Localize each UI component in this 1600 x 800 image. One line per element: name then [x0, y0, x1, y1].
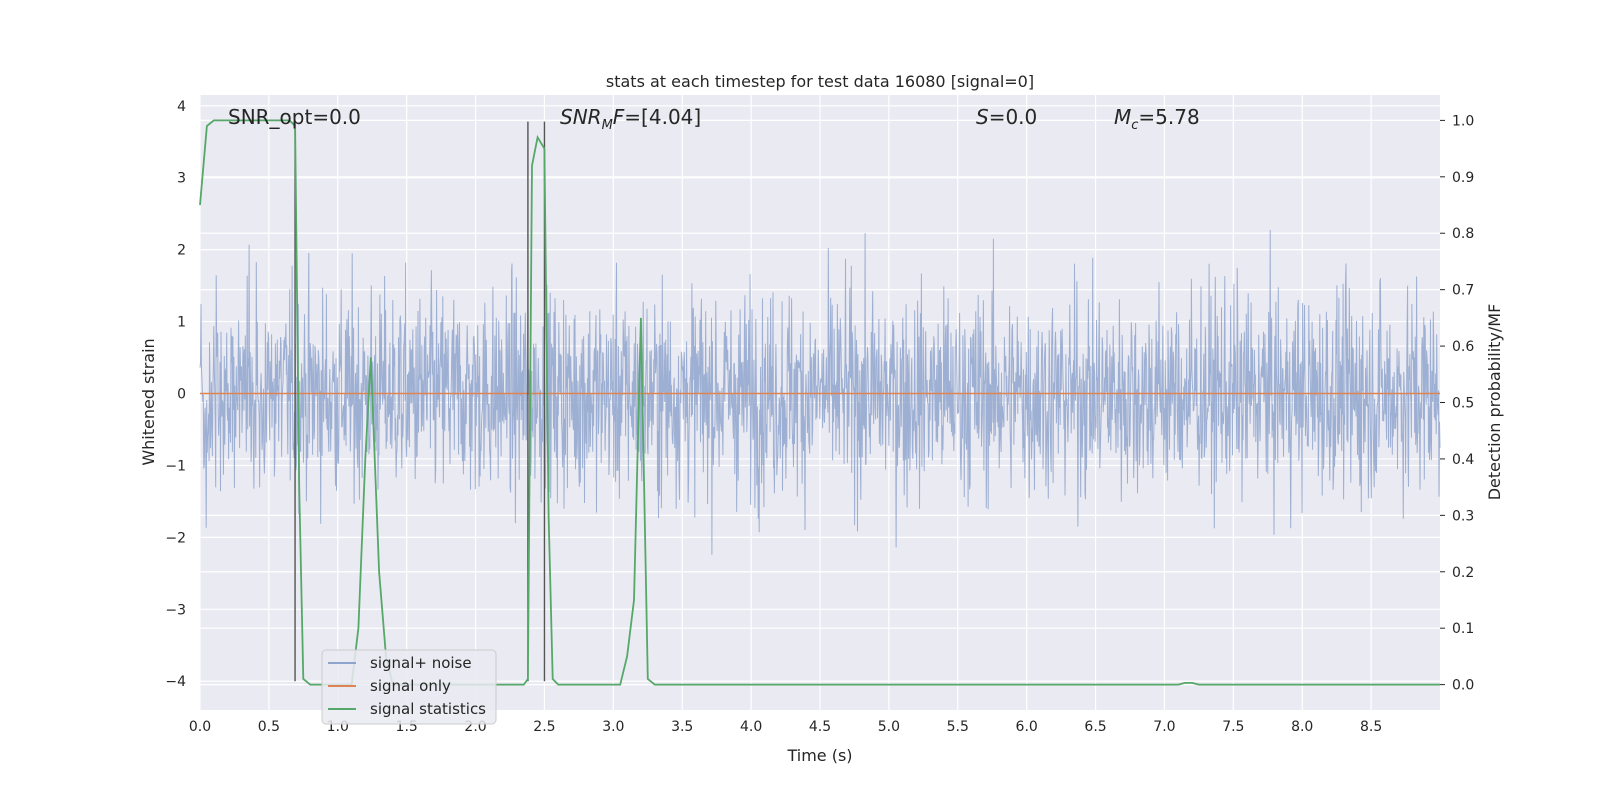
y2-tick-label: 0.6	[1452, 339, 1474, 355]
x-tick-label: 3.5	[671, 719, 693, 735]
y-tick-label: 3	[177, 171, 186, 187]
annotation-snr-opt: SNR_opt=0.0	[228, 105, 361, 129]
y-tick-label: −3	[165, 602, 186, 618]
y-axis-label: Whitened strain	[139, 338, 158, 465]
annotations: SNR_opt=0.0 SNRMF=[4.04] S=0.0 Mc=5.78	[228, 105, 1200, 133]
x-tick-label: 4.0	[740, 719, 762, 735]
y-tick-label: 4	[177, 99, 186, 115]
y2-tick-label: 0.3	[1452, 508, 1474, 524]
x-tick-label: 7.0	[1153, 719, 1175, 735]
y2-tick-label: 0.9	[1452, 170, 1474, 186]
y2-tick-label: 0.5	[1452, 396, 1474, 412]
chart-title: stats at each timestep for test data 160…	[606, 72, 1034, 91]
x-tick-label: 5.5	[947, 719, 969, 735]
y2-axis-ticks: 0.0 0.1 0.2 0.3 0.4 0.5 0.6 0.7 0.8 0.9 1.0	[1440, 113, 1474, 694]
y-tick-label: −1	[165, 458, 186, 474]
y-axis-ticks: −4 −3 −2 −1 0 1 2 3 4	[165, 99, 186, 690]
y-tick-label: −4	[165, 674, 186, 690]
y2-tick-label: 0.2	[1452, 565, 1474, 581]
x-tick-label: 2.5	[533, 719, 555, 735]
y2-tick-label: 0.7	[1452, 283, 1474, 299]
y2-tick-label: 0.8	[1452, 226, 1474, 242]
x-tick-label: 4.5	[809, 719, 831, 735]
x-tick-label: 8.0	[1291, 719, 1313, 735]
x-tick-label: 8.5	[1360, 719, 1382, 735]
annotation-snr-mf: SNRMF=[4.04]	[560, 105, 701, 133]
legend-label-noise: signal+ noise	[370, 654, 472, 672]
y-tick-label: 0	[177, 387, 186, 403]
x-tick-label: 3.0	[602, 719, 624, 735]
legend: signal+ noise signal only signal statist…	[321, 649, 497, 725]
x-tick-label: 5.0	[878, 719, 900, 735]
x-tick-label: 6.0	[1016, 719, 1038, 735]
x-tick-label: 0.5	[258, 719, 280, 735]
signal-statistics-line	[199, 119, 1440, 686]
y-tick-label: 2	[177, 243, 186, 259]
x-tick-label: 7.5	[1222, 719, 1244, 735]
x-tick-label: 6.5	[1084, 719, 1106, 735]
line-series	[199, 119, 1440, 686]
annotation-mc: Mc=5.78	[1114, 105, 1200, 133]
y2-axis-label: Detection probability/MF	[1485, 304, 1504, 501]
x-axis-ticks: 0.0 0.5 1.0 1.5 2.0 2.5 3.0 3.5 4.0 4.5 5.0 5.5 6.0 6…	[189, 719, 1382, 735]
y2-tick-label: 1.0	[1452, 113, 1474, 129]
legend-label-stats: signal statistics	[370, 700, 486, 718]
y2-tick-label: 0.1	[1452, 621, 1474, 637]
annotation-s: S=0.0	[976, 105, 1037, 129]
y2-tick-label: 0.4	[1452, 452, 1474, 468]
y-tick-label: 1	[177, 315, 186, 331]
y2-tick-label: 0.0	[1452, 678, 1474, 694]
x-axis-label: Time (s)	[786, 746, 852, 765]
legend-box	[321, 649, 497, 725]
y-tick-label: −2	[165, 530, 186, 546]
x-tick-label: 0.0	[189, 719, 211, 735]
noise-line	[199, 229, 1441, 555]
noise-series	[199, 229, 1441, 555]
legend-label-signal: signal only	[370, 677, 451, 695]
